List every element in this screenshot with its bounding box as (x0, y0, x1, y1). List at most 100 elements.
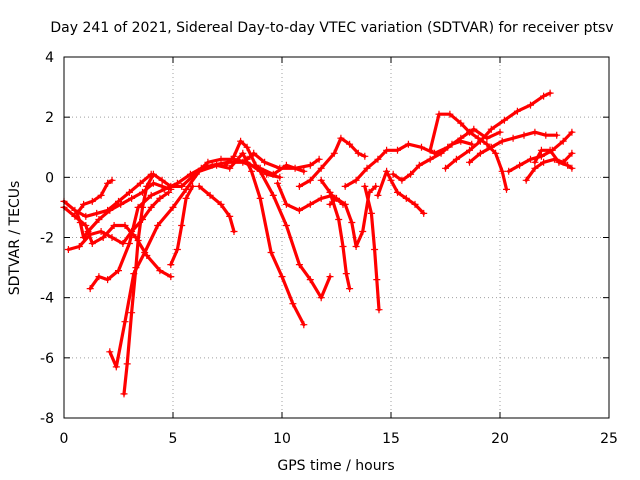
data-point (282, 222, 290, 229)
data-point (317, 294, 325, 302)
data-point (256, 194, 264, 202)
series-track-5 (120, 155, 334, 398)
data-point (104, 179, 112, 187)
axes: 0 5 10 15 20 25 -8 -6 -4 -2 0 2 4 (40, 50, 618, 447)
data-point (120, 390, 128, 398)
data-point (540, 92, 548, 100)
data-point (546, 146, 554, 154)
series-line (443, 91, 552, 170)
data-point (267, 249, 275, 256)
data-point (125, 188, 133, 196)
data-point (295, 261, 303, 269)
data-point (568, 149, 576, 157)
data-point (372, 182, 380, 190)
data-point (346, 140, 354, 148)
data-point (531, 128, 539, 136)
data-point (156, 194, 164, 202)
data-point (117, 200, 125, 208)
data-point (394, 146, 401, 154)
data-point (496, 128, 504, 136)
data-point (363, 164, 371, 172)
data-point (93, 209, 101, 217)
data-point (128, 194, 136, 202)
y-axis-label: SDTVAR / TECUs (7, 181, 23, 296)
series-line (75, 178, 114, 215)
x-tick-label: 25 (600, 431, 618, 447)
data-point (448, 140, 456, 148)
data-point (435, 110, 443, 118)
data-point (315, 155, 323, 163)
data-point (295, 206, 303, 214)
data-point (191, 170, 199, 178)
data-point (402, 194, 410, 202)
data-point (121, 318, 129, 326)
data-point (348, 219, 356, 226)
data-point (330, 149, 338, 157)
series-track-8 (73, 176, 116, 217)
data-point (375, 306, 383, 314)
data-point (516, 161, 524, 169)
data-point (466, 128, 473, 136)
data-point (237, 137, 245, 145)
data-point (367, 209, 375, 217)
data-point (509, 134, 517, 142)
series-track-15 (317, 176, 354, 293)
data-point (149, 179, 157, 187)
data-point (73, 209, 81, 217)
data-point (326, 273, 334, 281)
data-point (346, 285, 354, 293)
data-point (505, 167, 513, 175)
series-track-22 (442, 89, 554, 172)
data-point (352, 176, 360, 184)
data-point (540, 158, 548, 166)
data-point (230, 152, 238, 160)
y-tick-label: -2 (40, 231, 54, 247)
series-line (297, 136, 367, 188)
data-point (106, 348, 114, 356)
data-point (261, 158, 269, 166)
data-point (317, 194, 325, 202)
series-track-7 (73, 179, 175, 241)
data-point (213, 161, 221, 169)
data-point (115, 267, 122, 275)
data-point (470, 125, 478, 133)
data-point (553, 131, 561, 139)
data-point (291, 164, 299, 172)
data-point (167, 185, 175, 193)
data-point (217, 155, 225, 163)
data-point (500, 116, 508, 124)
data-point (169, 203, 177, 211)
data-point (173, 246, 181, 253)
data-point (476, 137, 484, 145)
data-point (398, 176, 406, 184)
data-point (317, 176, 325, 184)
data-point (156, 267, 164, 275)
data-point (498, 167, 506, 175)
data-point (189, 182, 197, 190)
data-point (112, 363, 120, 371)
data-point (289, 300, 297, 308)
data-point (295, 182, 303, 190)
data-point (359, 228, 367, 235)
data-point (339, 243, 347, 250)
data-point (387, 176, 395, 184)
series-line (197, 184, 236, 234)
data-point (136, 179, 144, 187)
data-point (97, 191, 105, 199)
data-point (108, 176, 116, 184)
data-point (531, 164, 539, 172)
x-tick-label: 0 (60, 431, 69, 447)
data-point (306, 200, 314, 208)
data-point (446, 110, 454, 118)
data-point (333, 194, 340, 202)
data-point (84, 228, 92, 235)
data-point (568, 164, 576, 172)
data-point (139, 188, 146, 196)
data-point (149, 170, 157, 178)
data-point (88, 197, 96, 205)
data-point (418, 143, 425, 151)
data-point (204, 158, 212, 166)
data-point (537, 146, 545, 154)
series-line (343, 127, 502, 188)
